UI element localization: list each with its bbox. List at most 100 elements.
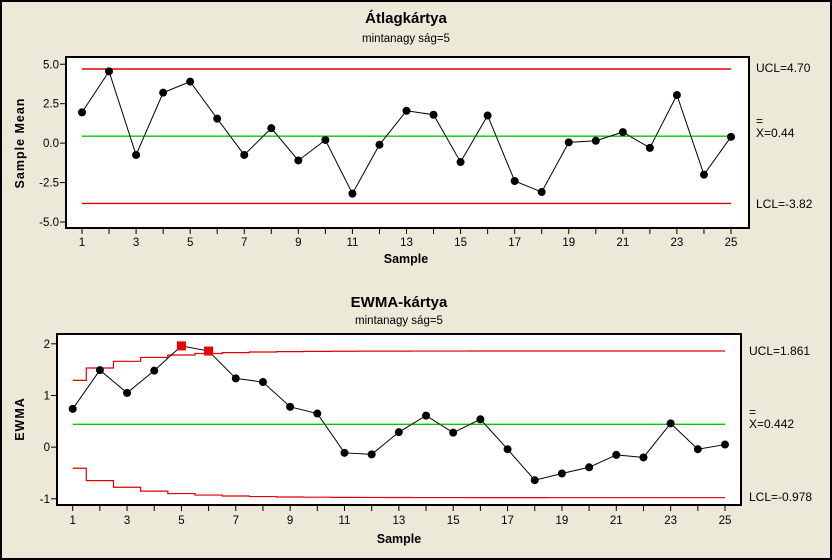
x-tick-label: 5 bbox=[187, 237, 193, 249]
y-tick-label: -1 bbox=[40, 494, 50, 506]
y-tick-label: 0 bbox=[44, 442, 50, 454]
data-point-marker bbox=[321, 135, 330, 144]
data-point-marker bbox=[267, 124, 276, 133]
data-point-marker bbox=[618, 128, 627, 137]
x-tick-label: 19 bbox=[562, 237, 575, 249]
data-point-marker bbox=[240, 150, 249, 159]
xbar-x-axis-label: Sample bbox=[383, 252, 429, 266]
x-tick-label: 25 bbox=[719, 515, 732, 527]
x-tick-label: 13 bbox=[400, 237, 413, 249]
x-tick-label: 21 bbox=[616, 237, 629, 249]
x-tick-label: 23 bbox=[671, 237, 684, 249]
data-point-marker bbox=[294, 156, 303, 165]
x-tick-label: 7 bbox=[233, 515, 239, 527]
xbar-center-label: X=0.44 bbox=[756, 126, 795, 140]
data-point-marker bbox=[727, 132, 735, 141]
data-point-marker bbox=[456, 158, 465, 167]
x-tick-label: 15 bbox=[454, 237, 467, 249]
ewma-x-axis-label: Sample bbox=[376, 532, 422, 546]
x-tick-label: 19 bbox=[556, 515, 569, 527]
ewma-double-bar: = bbox=[749, 405, 757, 419]
out-of-control-point-marker bbox=[204, 346, 214, 356]
x-tick-label: 15 bbox=[447, 515, 460, 527]
data-point-marker bbox=[672, 91, 681, 100]
out-of-control-point-marker bbox=[176, 341, 186, 351]
plot-frame bbox=[65, 56, 750, 229]
data-point-marker bbox=[585, 463, 594, 472]
ewma-lcl-label: LCL=-0.978 bbox=[749, 490, 813, 504]
data-point-marker bbox=[123, 388, 132, 397]
y-tick-label: 1 bbox=[44, 390, 50, 402]
data-point-marker bbox=[150, 366, 159, 375]
data-point-marker bbox=[394, 428, 403, 437]
data-point-marker bbox=[557, 469, 566, 478]
x-tick-label: 25 bbox=[725, 237, 738, 249]
xbar-center-label-block: = X=0.44 bbox=[756, 114, 795, 140]
data-point-marker bbox=[476, 415, 485, 424]
data-point-marker bbox=[213, 114, 222, 123]
x-tick-label: 9 bbox=[295, 237, 301, 249]
data-point-marker bbox=[612, 450, 621, 459]
ewma-ucl-label: UCL=1.861 bbox=[749, 344, 811, 358]
data-point-marker bbox=[483, 111, 492, 120]
data-point-marker bbox=[510, 176, 519, 185]
x-tick-label: 17 bbox=[508, 237, 521, 249]
data-point-marker bbox=[68, 404, 77, 413]
x-tick-label: 1 bbox=[79, 237, 85, 249]
data-point-marker bbox=[231, 374, 240, 383]
x-tick-label: 17 bbox=[501, 515, 514, 527]
data-point-marker bbox=[258, 378, 267, 387]
x-tick-label: 1 bbox=[69, 515, 75, 527]
data-point-marker bbox=[186, 77, 195, 86]
x-tick-label: 11 bbox=[346, 237, 358, 249]
ewma-plot: 210-11 3 5 7 9 11 13 15 17 19 21 23 25 bbox=[40, 333, 742, 527]
data-point-marker bbox=[639, 453, 648, 462]
plot-frame bbox=[56, 333, 742, 506]
x-tick-label: 7 bbox=[241, 237, 247, 249]
data-point-marker bbox=[429, 110, 438, 119]
lcl-step-line bbox=[72, 467, 725, 499]
data-point-marker bbox=[286, 402, 295, 411]
data-point-marker bbox=[564, 138, 573, 147]
data-point-marker bbox=[693, 445, 702, 454]
data-point-marker bbox=[721, 440, 729, 449]
y-tick-label: 2 bbox=[44, 339, 50, 351]
data-point-marker bbox=[159, 88, 168, 97]
xbar-plot: 5.02.50.0-2.5-5.01 3 5 7 9 11 13 15 17 19 21 23 25 bbox=[39, 56, 750, 249]
y-tick-label: -5.0 bbox=[39, 217, 59, 229]
x-tick-label: 3 bbox=[133, 237, 139, 249]
x-tick-label: 23 bbox=[664, 515, 677, 527]
xbar-lcl-label: LCL=-3.82 bbox=[756, 197, 813, 211]
data-point-marker bbox=[666, 419, 675, 428]
y-tick-label: 0.0 bbox=[43, 138, 59, 150]
xbar-double-bar: = bbox=[756, 114, 764, 128]
data-point-marker bbox=[78, 108, 86, 117]
ewma-chart-subtitle: mintanagy ság=5 bbox=[355, 315, 443, 327]
data-point-marker bbox=[375, 140, 384, 149]
x-tick-label: 5 bbox=[178, 515, 184, 527]
x-tick-label: 9 bbox=[287, 515, 293, 527]
y-tick-label: 2.5 bbox=[43, 99, 59, 111]
data-point-marker bbox=[95, 366, 104, 375]
data-point-marker bbox=[313, 409, 322, 418]
data-point-marker bbox=[591, 136, 600, 145]
data-point-marker bbox=[422, 411, 431, 420]
ewma-center-label: X=0.442 bbox=[749, 417, 795, 431]
data-point-marker bbox=[530, 476, 539, 485]
y-tick-label: -2.5 bbox=[39, 178, 59, 190]
data-point-marker bbox=[105, 67, 114, 76]
ewma-center-label-block: = X=0.442 bbox=[749, 405, 795, 431]
data-point-marker bbox=[645, 143, 654, 152]
data-point-marker bbox=[367, 450, 376, 459]
xbar-chart-title: Átlagkártya bbox=[365, 10, 447, 27]
xbar-chart-subtitle: mintanagy ság=5 bbox=[362, 33, 450, 45]
xbar-ucl-label: UCL=4.70 bbox=[756, 61, 811, 75]
x-tick-label: 13 bbox=[392, 515, 405, 527]
x-tick-label: 11 bbox=[339, 515, 351, 527]
data-point-marker bbox=[537, 188, 546, 197]
data-point-marker bbox=[340, 448, 349, 457]
data-point-marker bbox=[348, 189, 357, 198]
y-tick-label: 5.0 bbox=[43, 59, 59, 71]
